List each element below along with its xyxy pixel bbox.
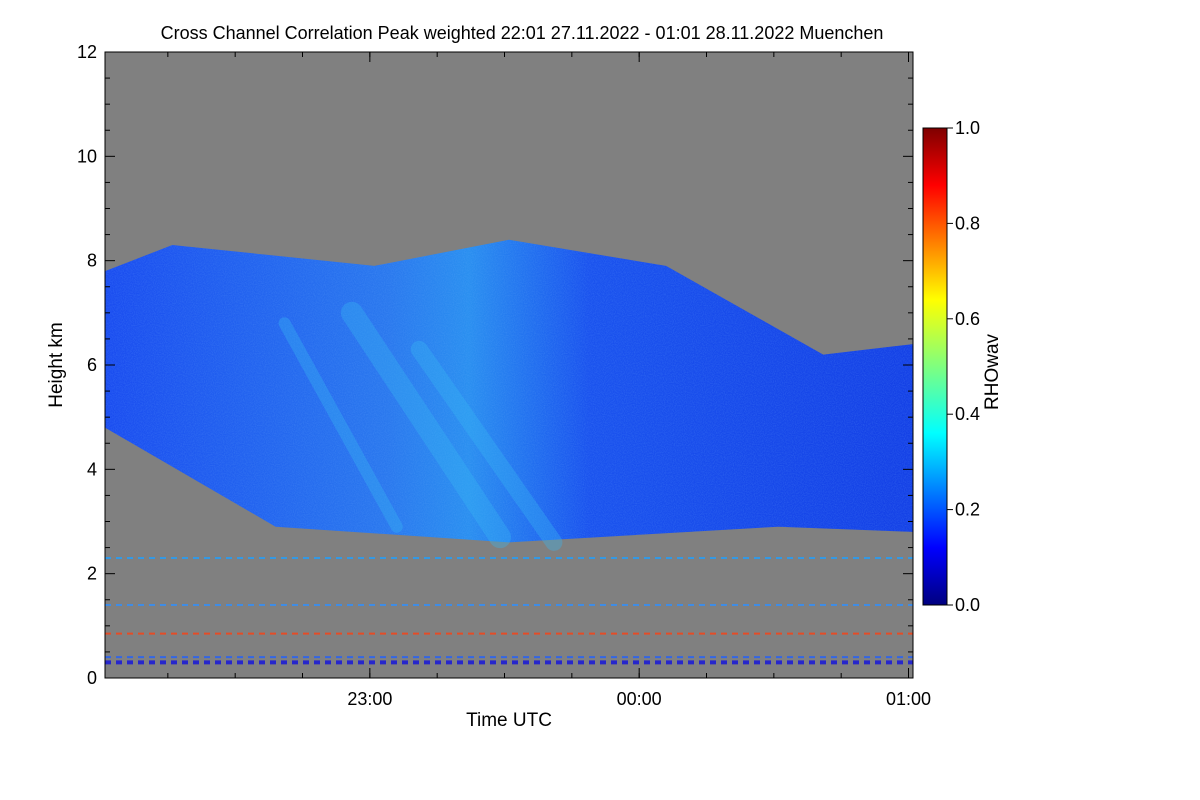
- colorbar-tick-label: 0.8: [955, 213, 980, 233]
- y-tick-label: 4: [87, 459, 97, 479]
- colorbar: 0.0 0.2 0.4 0.6 0.8 1.0 RHOwav: [922, 118, 1003, 615]
- colorbar-tick-label: 1.0: [955, 118, 980, 138]
- colorbar-label: RHOwav: [982, 333, 1003, 410]
- low-level-signal: [105, 557, 913, 665]
- y-tick-label: 8: [87, 251, 97, 271]
- y-tick-label: 12: [77, 42, 97, 62]
- y-tick-label: 10: [77, 146, 97, 166]
- plot-area: [105, 52, 913, 678]
- x-axis-label: Time UTC: [466, 710, 552, 731]
- x-axis: 23:00 00:00 01:00: [167, 52, 931, 709]
- chart-title: Cross Channel Correlation Peak weighted …: [161, 23, 884, 43]
- x-tick-label: 00:00: [617, 689, 662, 709]
- y-tick-label: 0: [87, 668, 97, 688]
- cloud-layer: [105, 239, 913, 551]
- cloud-streak: [278, 317, 403, 533]
- x-tick-label: 01:00: [886, 689, 931, 709]
- y-tick-label: 2: [87, 564, 97, 584]
- colorbar-tick-label: 0.2: [955, 500, 980, 520]
- colorbar-tick-label: 0.4: [955, 404, 980, 424]
- colorbar-ticks: 0.0 0.2 0.4 0.6 0.8 1.0: [947, 118, 980, 615]
- y-axis-label: Height km: [46, 322, 67, 408]
- colorbar-tick-label: 0.0: [955, 595, 980, 615]
- colorbar-gradient: [922, 127, 948, 606]
- cloud-streak: [340, 301, 512, 549]
- x-tick-label: 23:00: [347, 689, 392, 709]
- colorbar-tick-label: 0.6: [955, 309, 980, 329]
- cloud-streak: [410, 340, 563, 551]
- y-tick-label: 6: [87, 355, 97, 375]
- cloud-texture: [105, 239, 913, 543]
- y-axis: 0 2 4 6 8 10 12: [77, 42, 913, 688]
